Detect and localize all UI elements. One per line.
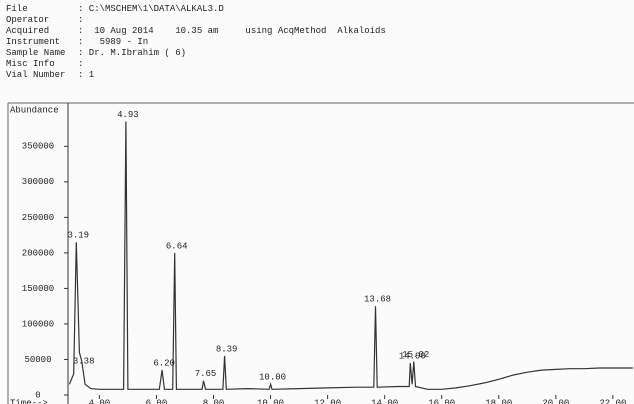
header-row: Vial Number : 1 bbox=[6, 70, 386, 81]
x-tick-label: 12.00 bbox=[314, 398, 341, 404]
header: File: C:\MSCHEM\1\DATA\ALKAL3.D Operator:… bbox=[6, 4, 386, 81]
peak-label: 13.68 bbox=[364, 295, 391, 305]
x-tick-label: 14.00 bbox=[371, 398, 398, 404]
y-tick-label: 350000 bbox=[22, 142, 54, 152]
x-axis-title: Time--> bbox=[10, 398, 48, 404]
peak-label: 14.90 bbox=[399, 351, 426, 361]
field-label: Sample Name bbox=[6, 48, 66, 58]
field-label: Operator bbox=[6, 15, 50, 25]
peak-label: 8.39 bbox=[216, 344, 238, 354]
field-value: : 5989 - In bbox=[78, 37, 149, 47]
header-row: Operator: bbox=[6, 15, 386, 26]
header-row: Acquired : 10 Aug 2014 10.35 am using Acq… bbox=[6, 26, 386, 37]
peak-label: 6.64 bbox=[166, 241, 188, 251]
peak-label: 4.93 bbox=[117, 110, 139, 120]
peak-label: 3.19 bbox=[67, 231, 89, 241]
x-tick-label: 16.00 bbox=[428, 398, 455, 404]
field-label: File bbox=[6, 4, 28, 14]
field-value: : bbox=[78, 15, 84, 25]
field-value: : 10 Aug 2014 10.35 am using AcqMethod A… bbox=[78, 26, 386, 36]
header-row: Instrument : 5989 - In bbox=[6, 37, 386, 48]
peak-label: 10.00 bbox=[259, 373, 286, 383]
field-label: Vial Number bbox=[6, 70, 66, 80]
chromatogram-line bbox=[68, 121, 633, 390]
field-value: : C:\MSCHEM\1\DATA\ALKAL3.D bbox=[78, 4, 224, 14]
peak-label: 3.38 bbox=[73, 356, 95, 366]
header-row: File : C:\MSCHEM\1\DATA\ALKAL3.D bbox=[6, 4, 386, 15]
x-tick-label: 4.00 bbox=[89, 398, 111, 404]
y-tick-label: 150000 bbox=[22, 284, 54, 294]
x-tick-label: 18.00 bbox=[485, 398, 512, 404]
peak-label: 6.20 bbox=[153, 358, 175, 368]
y-tick-label: 50000 bbox=[24, 355, 51, 365]
y-axis-title: Abundance bbox=[10, 105, 59, 115]
field-label: Instrument bbox=[6, 37, 61, 47]
peak-label: 15.02 bbox=[402, 350, 429, 360]
x-tick-label: 8.00 bbox=[203, 398, 225, 404]
header-row: Sample Name : Dr. M.Ibrahim ( 6) bbox=[6, 48, 386, 59]
x-tick-label: 20.00 bbox=[542, 398, 569, 404]
field-label: Misc Info bbox=[6, 59, 55, 69]
field-value: : 1 bbox=[78, 70, 95, 80]
field-label: Acquired bbox=[6, 26, 50, 36]
peak-label: 7.65 bbox=[195, 369, 217, 379]
x-tick-label: 10.00 bbox=[257, 398, 284, 404]
y-tick-label: 100000 bbox=[22, 319, 54, 329]
y-tick-label: 0 bbox=[35, 390, 40, 400]
x-tick-label: 6.00 bbox=[146, 398, 168, 404]
field-value: : Dr. M.Ibrahim ( 6) bbox=[78, 48, 187, 58]
y-tick-label: 300000 bbox=[22, 177, 54, 187]
field-value: : bbox=[78, 59, 84, 69]
x-tick-label: 22.00 bbox=[599, 398, 626, 404]
header-row: Misc Info: bbox=[6, 59, 386, 70]
y-tick-label: 250000 bbox=[22, 213, 54, 223]
y-tick-label: 200000 bbox=[22, 248, 54, 258]
